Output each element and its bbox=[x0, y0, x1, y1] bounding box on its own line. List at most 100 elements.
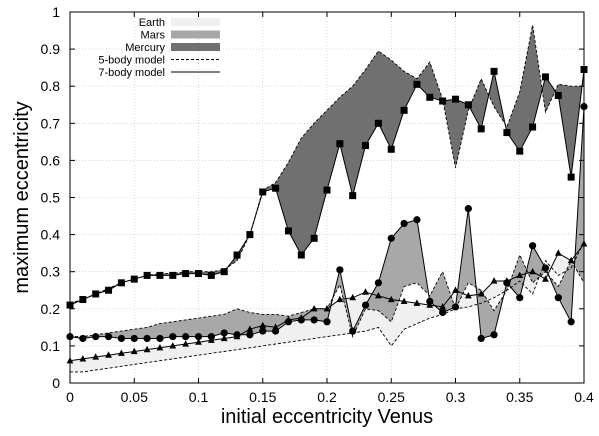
data-point-mars-7body-38 bbox=[554, 294, 562, 302]
data-point-mars-7body-26 bbox=[400, 219, 408, 228]
data-point-mars-7body-37 bbox=[541, 264, 550, 272]
data-point-mercury-7body-30 bbox=[452, 95, 459, 103]
x-tick-label-5: 0.25 bbox=[378, 389, 405, 405]
series-line-earth-5body bbox=[70, 241, 585, 373]
data-point-mercury-7body-3 bbox=[105, 286, 113, 294]
data-point-earth-7body-29 bbox=[439, 303, 447, 310]
data-point-mars-7body-36 bbox=[529, 242, 537, 250]
data-point-mercury-7body-10 bbox=[195, 270, 202, 278]
data-point-mercury-7body-33 bbox=[490, 67, 498, 75]
data-point-earth-7body-4 bbox=[118, 349, 125, 356]
data-point-earth-7body-38 bbox=[554, 249, 562, 256]
data-point-earth-7body-9 bbox=[182, 340, 190, 347]
x-tick-label-8: 0.4 bbox=[574, 389, 594, 405]
data-point-mercury-7body-39 bbox=[567, 173, 575, 181]
data-point-earth-7body-30 bbox=[452, 286, 459, 293]
data-point-earth-7body-36 bbox=[529, 267, 536, 275]
data-point-mars-7body-29 bbox=[439, 308, 447, 317]
data-point-earth-7body-35 bbox=[516, 271, 524, 279]
y-tick-label-6: 0.6 bbox=[41, 152, 61, 168]
data-point-earth-7body-12 bbox=[220, 334, 228, 342]
data-point-earth-7body-1 bbox=[79, 355, 87, 362]
data-point-mercury-7body-23 bbox=[362, 142, 370, 150]
y-tick-label-9: 0.9 bbox=[41, 41, 61, 57]
data-point-earth-7body-25 bbox=[387, 295, 395, 303]
band-earth bbox=[70, 242, 584, 372]
data-point-mars-7body-39 bbox=[567, 318, 575, 326]
x-tick-label-2: 0.1 bbox=[189, 389, 209, 405]
data-point-mars-7body-6 bbox=[143, 334, 151, 343]
data-point-mercury-7body-9 bbox=[182, 270, 190, 278]
y-tick-label-5: 0.5 bbox=[41, 190, 61, 206]
band-layer bbox=[70, 25, 584, 372]
data-point-mars-7body-1 bbox=[79, 334, 87, 343]
data-point-earth-7body-32 bbox=[477, 290, 485, 297]
y-axis-label: maximum eccentricity bbox=[11, 101, 33, 293]
data-point-mars-7body-19 bbox=[310, 316, 318, 324]
data-point-mars-7body-21 bbox=[336, 266, 344, 274]
data-point-earth-7body-21 bbox=[336, 295, 344, 303]
data-point-earth-7body-13 bbox=[233, 332, 241, 340]
data-point-mercury-7body-21 bbox=[336, 140, 344, 148]
data-point-earth-7body-2 bbox=[92, 353, 100, 360]
y-tick-label-1: 0.1 bbox=[41, 338, 61, 354]
data-point-earth-7body-27 bbox=[413, 299, 421, 306]
data-point-earth-7body-23 bbox=[362, 288, 369, 295]
legend-label-5-body-model: 5-body model bbox=[98, 55, 165, 67]
data-point-mercury-7body-25 bbox=[387, 145, 395, 153]
data-point-mars-7body-32 bbox=[477, 334, 485, 343]
data-point-mars-7body-12 bbox=[220, 329, 228, 337]
data-point-mercury-7body-12 bbox=[220, 268, 228, 276]
data-point-mars-7body-2 bbox=[92, 333, 100, 341]
data-point-earth-7body-3 bbox=[105, 351, 112, 358]
x-tick-label-6: 0.3 bbox=[446, 389, 466, 405]
data-point-mars-7body-35 bbox=[516, 294, 524, 302]
y-tick-label-8: 0.8 bbox=[41, 78, 61, 94]
data-point-mars-7body-8 bbox=[169, 333, 177, 341]
data-point-mercury-7body-24 bbox=[374, 119, 382, 127]
y-tick-label-2: 0.2 bbox=[41, 301, 61, 317]
data-point-mercury-7body-26 bbox=[400, 106, 408, 114]
data-point-mercury-7body-6 bbox=[143, 271, 151, 279]
data-point-mars-7body-31 bbox=[464, 205, 472, 213]
legend-label-mercury: Mercury bbox=[125, 42, 165, 54]
data-point-mercury-7body-28 bbox=[426, 93, 434, 101]
data-point-mars-7body-9 bbox=[182, 333, 190, 341]
legend-swatch-earth bbox=[171, 18, 220, 26]
data-point-earth-7body-31 bbox=[464, 292, 472, 299]
data-point-mercury-7body-13 bbox=[233, 251, 241, 259]
data-point-earth-7body-18 bbox=[297, 314, 305, 321]
legend-label-earth: Earth bbox=[139, 17, 165, 29]
data-point-mercury-7body-32 bbox=[477, 125, 485, 133]
data-point-mercury-7body-8 bbox=[169, 271, 177, 279]
data-point-mercury-7body-15 bbox=[259, 188, 267, 196]
data-point-mars-7body-7 bbox=[156, 334, 164, 343]
data-point-mercury-7body-4 bbox=[117, 279, 125, 287]
data-point-mercury-7body-34 bbox=[503, 129, 511, 137]
data-point-earth-7body-26 bbox=[400, 297, 408, 304]
x-tick-label-1: 0.05 bbox=[121, 389, 148, 405]
x-axis-label: initial eccentricity Venus bbox=[221, 406, 433, 428]
data-point-earth-7body-11 bbox=[207, 336, 215, 343]
data-point-earth-7body-15 bbox=[259, 321, 267, 329]
data-point-mercury-7body-11 bbox=[207, 271, 215, 279]
data-point-earth-7body-24 bbox=[375, 292, 382, 299]
legend-swatch-mars bbox=[171, 30, 220, 39]
data-point-mars-7body-20 bbox=[323, 318, 331, 326]
data-point-mercury-7body-16 bbox=[272, 184, 280, 192]
data-point-mercury-7body-5 bbox=[130, 275, 138, 283]
data-point-earth-7body-16 bbox=[272, 323, 279, 330]
data-point-earth-7body-20 bbox=[323, 305, 331, 312]
data-point-earth-7body-6 bbox=[143, 345, 151, 353]
data-point-earth-7body-8 bbox=[169, 342, 177, 349]
data-point-mars-7body-14 bbox=[246, 331, 254, 339]
data-point-mercury-7body-27 bbox=[413, 80, 421, 88]
series-line-mercury-5body bbox=[69, 24, 584, 304]
data-point-mercury-7body-2 bbox=[92, 290, 100, 298]
data-point-earth-7body-39 bbox=[567, 256, 575, 264]
data-point-mars-7body-25 bbox=[387, 234, 395, 242]
data-point-earth-7body-5 bbox=[130, 347, 138, 355]
data-point-earth-7body-33 bbox=[490, 277, 498, 284]
